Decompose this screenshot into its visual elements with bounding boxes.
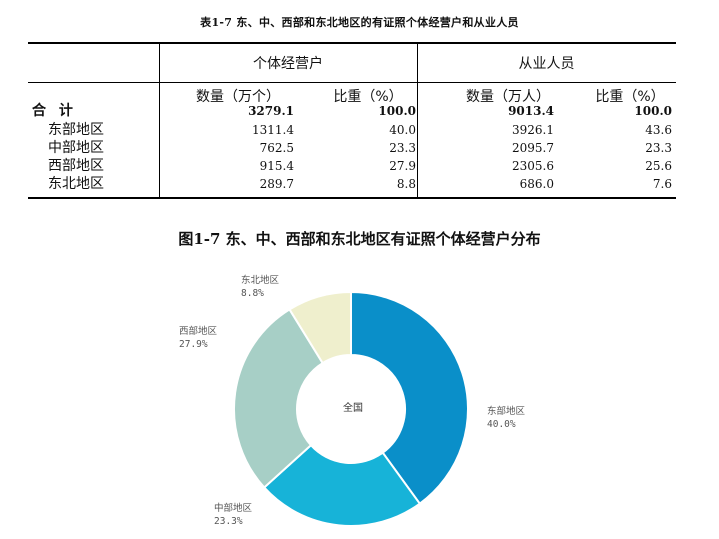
table-row-northeast: 东北地区 289.7 8.8 686.0 7.6 bbox=[28, 175, 676, 193]
data-table: 个体经营户 从业人员 数量（万个） 比重（%） 数量（万人） 比重（%） 合 计… bbox=[28, 42, 676, 199]
slice-label-name-2: 西部地区 bbox=[179, 325, 218, 337]
donut-slice-1 bbox=[262, 443, 422, 527]
cell-employee-count: 2305.6 bbox=[512, 159, 554, 173]
col-header-employee-share: 比重（%） bbox=[595, 89, 665, 105]
slice-label-name-1: 中部地区 bbox=[214, 502, 253, 514]
donut-slice-0 bbox=[350, 290, 469, 506]
cell-household-share: 27.9 bbox=[389, 159, 416, 173]
slice-label-value-3: 8.8% bbox=[241, 288, 264, 299]
table-row-central: 中部地区 762.5 23.3 2095.7 23.3 bbox=[28, 139, 676, 157]
cell-employee-share: 25.6 bbox=[645, 159, 672, 173]
cell-employee-share: 7.6 bbox=[652, 177, 672, 191]
cell-household-share: 40.0 bbox=[389, 123, 416, 137]
table-header-rule bbox=[28, 82, 676, 83]
cell-employee-count: 2095.7 bbox=[512, 141, 554, 155]
table-bottom-rule bbox=[28, 197, 676, 199]
cell-employee-count: 9013.4 bbox=[508, 104, 554, 118]
cell-household-count: 1311.4 bbox=[252, 123, 294, 137]
cell-household-count: 289.7 bbox=[259, 177, 294, 191]
row-label: 东部地区 bbox=[48, 122, 104, 138]
cell-employee-count: 686.0 bbox=[519, 177, 554, 191]
cell-employee-count: 3926.1 bbox=[512, 123, 554, 137]
table-top-rule bbox=[28, 42, 676, 44]
slice-label-name-3: 东北地区 bbox=[241, 274, 280, 286]
donut-slice-2 bbox=[233, 308, 325, 489]
col-header-household-share: 比重（%） bbox=[333, 89, 403, 105]
table-row-east: 东部地区 1311.4 40.0 3926.1 43.6 bbox=[28, 121, 676, 139]
chart-title: 图1-7 东、中、西部和东北地区有证照个体经营户分布 bbox=[178, 230, 541, 248]
group-header-households: 个体经营户 bbox=[253, 56, 323, 72]
slice-label-value-0: 40.0% bbox=[487, 419, 516, 430]
cell-employee-share: 23.3 bbox=[645, 141, 672, 155]
cell-household-share: 23.3 bbox=[389, 141, 416, 155]
row-label: 中部地区 bbox=[48, 140, 104, 156]
cell-household-count: 3279.1 bbox=[248, 104, 294, 118]
group-header-employees: 从业人员 bbox=[518, 56, 575, 72]
table-divider-left bbox=[159, 42, 160, 197]
cell-household-share: 100.0 bbox=[378, 104, 416, 118]
donut-center-label: 全国 bbox=[343, 401, 363, 414]
table-title: 表1-7 东、中、西部和东北地区的有证照个体经营户和从业人员 bbox=[200, 16, 519, 29]
row-label: 西部地区 bbox=[48, 158, 104, 174]
slice-label-name-0: 东部地区 bbox=[487, 405, 526, 417]
col-header-employee-count: 数量（万人） bbox=[466, 89, 550, 105]
cell-employee-share: 43.6 bbox=[645, 123, 672, 137]
cell-household-count: 762.5 bbox=[259, 141, 294, 155]
slice-label-value-2: 27.9% bbox=[179, 339, 208, 350]
table-row-west: 西部地区 915.4 27.9 2305.6 25.6 bbox=[28, 157, 676, 175]
cell-household-share: 8.8 bbox=[396, 177, 416, 191]
slice-label-value-1: 23.3% bbox=[214, 516, 243, 527]
row-label: 东北地区 bbox=[48, 176, 104, 192]
donut-slice-3 bbox=[288, 290, 352, 365]
cell-household-count: 915.4 bbox=[259, 159, 294, 173]
col-header-household-count: 数量（万个） bbox=[196, 89, 280, 105]
cell-employee-share: 100.0 bbox=[634, 104, 672, 118]
table-row-total: 合 计 3279.1 100.0 9013.4 100.0 bbox=[28, 102, 676, 120]
row-label: 合 计 bbox=[32, 103, 77, 119]
table-divider-middle bbox=[417, 42, 418, 197]
